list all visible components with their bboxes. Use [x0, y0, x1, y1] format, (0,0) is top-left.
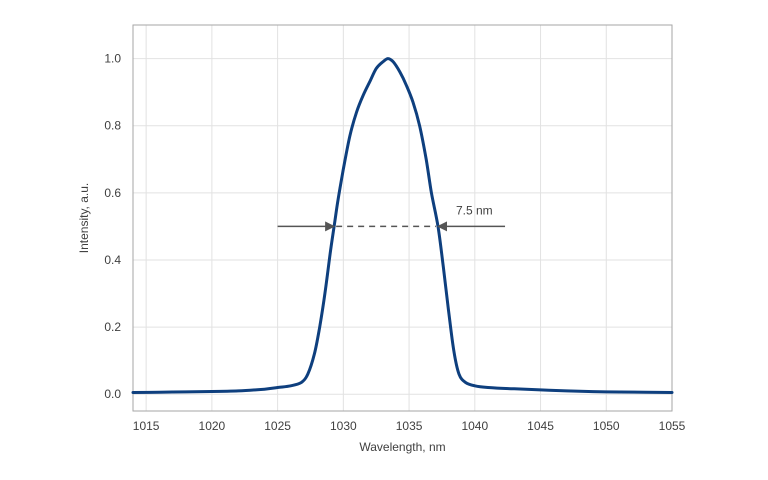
x-tick-label: 1015: [133, 419, 160, 433]
y-tick-label: 0.0: [104, 387, 121, 401]
x-tick-label: 1035: [396, 419, 423, 433]
x-tick-label: 1030: [330, 419, 357, 433]
x-tick-label: 1050: [593, 419, 620, 433]
y-tick-label: 1.0: [104, 52, 121, 66]
x-tick-label: 1040: [461, 419, 488, 433]
series-group: [131, 57, 674, 394]
x-tick-label: 1025: [264, 419, 291, 433]
x-tick-label: 1055: [659, 419, 686, 433]
grid: [133, 25, 673, 411]
fwhm-annotation: 7.5 nm: [277, 203, 506, 232]
series-line: [131, 57, 674, 394]
y-axis: 0.0 0.2 0.4 0.6 0.8 1.0: [104, 52, 121, 402]
x-axis-title: Wavelength, nm: [359, 440, 445, 454]
x-tick-label: 1045: [527, 419, 554, 433]
plot-frame: [132, 24, 673, 412]
fwhm-label: 7.5 nm: [456, 203, 493, 217]
y-tick-label: 0.4: [104, 253, 121, 267]
x-tick-label: 1020: [199, 419, 226, 433]
y-tick-label: 0.2: [104, 320, 121, 334]
x-axis: 1015 1020 1025 1030 1035 1040 1045 1050 1055: [133, 419, 686, 433]
y-tick-label: 0.8: [104, 119, 121, 133]
y-axis-title: Intensity, a.u.: [77, 183, 91, 253]
y-tick-label: 0.6: [104, 186, 121, 200]
